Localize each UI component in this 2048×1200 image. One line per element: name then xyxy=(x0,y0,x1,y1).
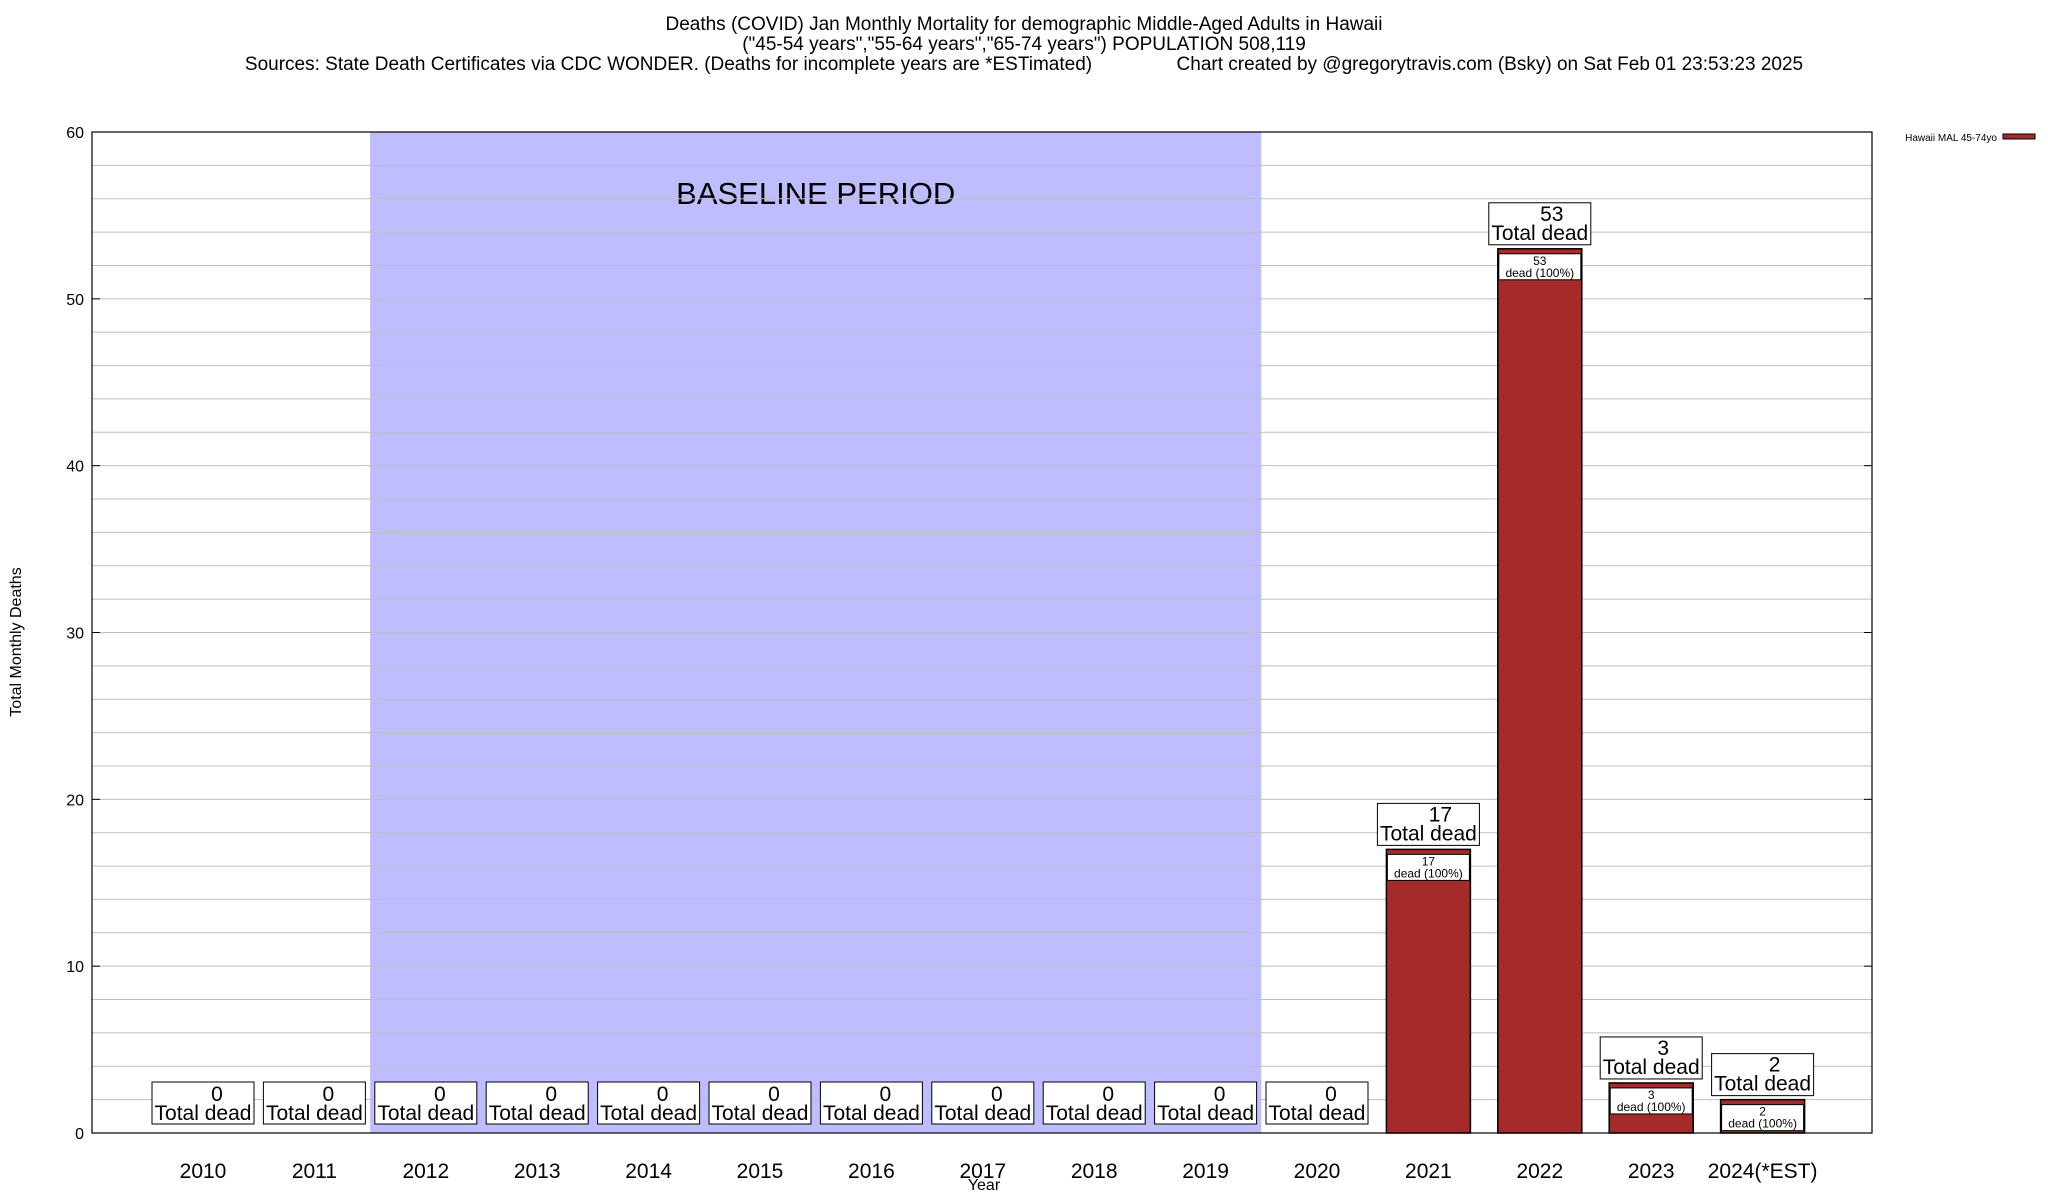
total-label-box xyxy=(708,1081,812,1125)
total-dead-label: Total dead xyxy=(1046,1102,1143,1125)
x-tick-label: 2018 xyxy=(1071,1160,1118,1183)
total-value-label: 0 xyxy=(1214,1083,1226,1106)
total-value-label: 0 xyxy=(1102,1083,1114,1106)
total-label-box xyxy=(485,1081,589,1125)
x-tick-label: 2014 xyxy=(625,1160,672,1183)
total-label-box xyxy=(1599,1036,1703,1080)
total-label-box xyxy=(1042,1081,1146,1125)
plot-border xyxy=(91,131,1873,1134)
total-value-label: 17 xyxy=(1429,803,1452,826)
total-value-label: 0 xyxy=(1325,1083,1337,1106)
x-tick-label: 2013 xyxy=(514,1160,561,1183)
bar-inner-percent: dead (100%) xyxy=(1505,266,1574,280)
total-dead-label: Total dead xyxy=(489,1102,586,1125)
chart-title-line3: Sources: State Death Certificates via CD… xyxy=(244,54,1804,75)
x-tick-label: 2024(*EST) xyxy=(1708,1160,1818,1183)
y-tick-label: 10 xyxy=(66,959,84,976)
total-label-box xyxy=(1154,1081,1258,1125)
bar-inner-value: 3 xyxy=(1648,1088,1655,1102)
bar-inner-percent: dead (100%) xyxy=(1394,866,1463,880)
total-value-label: 0 xyxy=(880,1083,892,1106)
bar-inner-value: 17 xyxy=(1422,854,1436,868)
x-tick-label: 2020 xyxy=(1294,1160,1341,1183)
y-tick-label: 60 xyxy=(66,125,84,142)
x-tick-label: 2015 xyxy=(737,1160,784,1183)
total-label-box xyxy=(1265,1081,1369,1125)
total-dead-label: Total dead xyxy=(155,1102,252,1125)
legend-label: Hawaii MAL 45-74yo xyxy=(1905,133,1997,144)
total-dead-label: Total dead xyxy=(712,1102,809,1125)
bar-inner-label-box xyxy=(1721,1104,1805,1132)
y-tick-label: 30 xyxy=(66,626,84,643)
x-tick-label: 2021 xyxy=(1405,1160,1452,1183)
total-value-label: 0 xyxy=(545,1083,557,1106)
total-value-label: 3 xyxy=(1657,1037,1669,1060)
total-value-label: 0 xyxy=(657,1083,669,1106)
bar-inner-value: 2 xyxy=(1759,1105,1766,1119)
total-dead-label: Total dead xyxy=(377,1102,474,1125)
bar-inner-label-box xyxy=(1609,1087,1693,1115)
total-label-box xyxy=(262,1081,366,1125)
total-value-label: 0 xyxy=(434,1083,446,1106)
total-dead-label: Total dead xyxy=(1269,1102,1366,1125)
total-label-box xyxy=(931,1081,1035,1125)
total-dead-label: Total dead xyxy=(266,1102,363,1125)
x-tick-label: 2012 xyxy=(402,1160,449,1183)
legend-swatch xyxy=(2002,133,2036,140)
bar-inner-value: 53 xyxy=(1533,254,1547,268)
total-value-label: 0 xyxy=(768,1083,780,1106)
total-label-box xyxy=(1488,202,1592,246)
total-dead-label: Total dead xyxy=(1157,1102,1254,1125)
total-label-box xyxy=(1376,802,1480,846)
bar xyxy=(1497,248,1583,1134)
x-tick-label: 2022 xyxy=(1516,1160,1563,1183)
y-tick-label: 20 xyxy=(66,792,84,809)
total-dead-label: Total dead xyxy=(1603,1056,1700,1079)
x-tick-label: 2019 xyxy=(1182,1160,1229,1183)
total-dead-label: Total dead xyxy=(934,1102,1031,1125)
baseline-period-label: BASELINE PERIOD xyxy=(676,176,955,211)
total-label-box xyxy=(374,1081,478,1125)
y-tick-label: 50 xyxy=(66,292,84,309)
x-tick-label: 2010 xyxy=(180,1160,227,1183)
x-tick-label: 2023 xyxy=(1628,1160,1675,1183)
y-axis-label: Total Monthly Deaths xyxy=(8,567,25,717)
total-label-box xyxy=(151,1081,255,1125)
bar-inner-label-box xyxy=(1498,253,1582,281)
total-dead-label: Total dead xyxy=(1491,222,1588,245)
total-label-box xyxy=(597,1081,701,1125)
total-dead-label: Total dead xyxy=(823,1102,920,1125)
total-value-label: 53 xyxy=(1540,203,1563,226)
total-label-box xyxy=(819,1081,923,1125)
bar-inner-label-box xyxy=(1386,853,1470,881)
y-tick-label: 40 xyxy=(66,459,84,476)
total-value-label: 0 xyxy=(991,1083,1003,1106)
bar xyxy=(1385,848,1472,1134)
chart-title-line2: ("45-54 years","55-64 years","65-74 year… xyxy=(742,34,1306,55)
bar-inner-percent: dead (100%) xyxy=(1617,1100,1686,1114)
total-value-label: 0 xyxy=(323,1083,335,1106)
total-value-label: 0 xyxy=(211,1083,223,1106)
x-tick-label: 2017 xyxy=(959,1160,1006,1183)
chart-title-line1: Deaths (COVID) Jan Monthly Mortality for… xyxy=(665,14,1383,35)
x-tick-label: 2016 xyxy=(848,1160,895,1183)
total-label-box xyxy=(1711,1053,1815,1097)
y-tick-label: 0 xyxy=(75,1126,84,1143)
bar-inner-percent: dead (100%) xyxy=(1728,1117,1797,1131)
total-dead-label: Total dead xyxy=(1380,822,1477,845)
total-dead-label: Total dead xyxy=(600,1102,697,1125)
total-value-label: 2 xyxy=(1769,1054,1781,1077)
total-dead-label: Total dead xyxy=(1714,1073,1811,1096)
x-axis-label: Year xyxy=(967,1177,1001,1194)
x-tick-label: 2011 xyxy=(292,1160,337,1183)
